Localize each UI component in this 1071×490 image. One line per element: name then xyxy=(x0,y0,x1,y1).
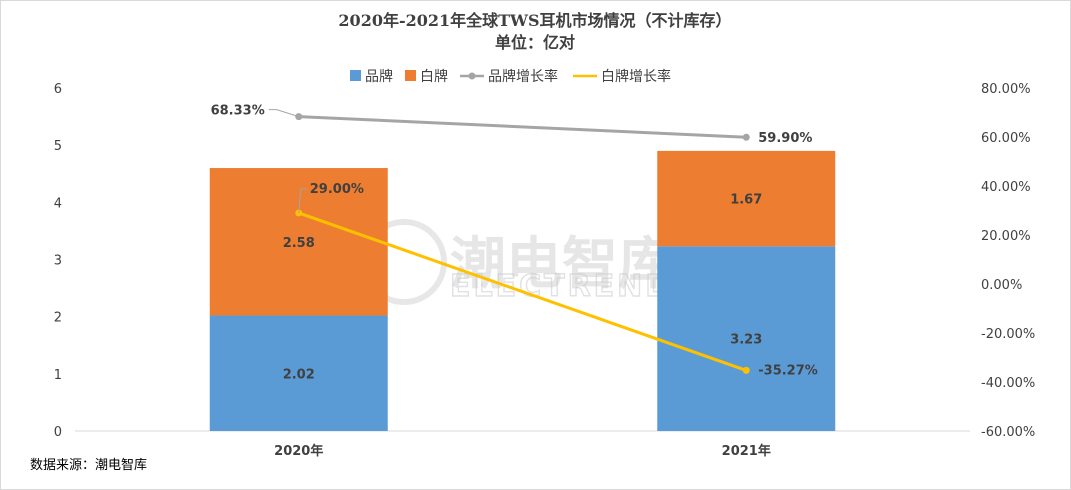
chart-subtitle: 单位：亿对 xyxy=(495,33,575,52)
source-note: 数据来源：潮电智库 xyxy=(30,457,147,473)
bar-品牌 xyxy=(209,315,388,431)
line-value-label: 59.90% xyxy=(758,131,812,146)
leader-line xyxy=(268,109,299,118)
bar-品牌 xyxy=(657,246,836,431)
bar-白牌 xyxy=(657,150,836,247)
legend-swatch xyxy=(350,70,361,81)
leader-line xyxy=(298,188,307,213)
x-tick-label: 2021年 xyxy=(722,443,771,459)
legend-marker xyxy=(468,72,476,80)
chart-title: 2020年-2021年全球TWS耳机市场情况（不计库存） xyxy=(338,11,731,30)
y2-tick-label: 40.00% xyxy=(981,180,1031,195)
y2-tick-label: 60.00% xyxy=(981,131,1031,146)
bars xyxy=(209,150,836,431)
bar-白牌 xyxy=(209,168,388,316)
legend-swatch xyxy=(405,70,416,81)
y2-tick-label: -60.00% xyxy=(981,425,1035,440)
legend-label: 白牌增长率 xyxy=(601,68,671,85)
bar-value-label: 2.58 xyxy=(283,236,315,251)
y2-tick-label: 20.00% xyxy=(981,229,1031,244)
legend-label: 品牌 xyxy=(365,68,393,85)
y-tick-label: 1 xyxy=(54,368,62,383)
legend-label: 品牌增长率 xyxy=(488,68,558,85)
y-tick-label: 4 xyxy=(54,196,62,211)
y2-tick-label: 0.00% xyxy=(981,278,1022,293)
line-point xyxy=(742,133,750,141)
y-tick-label: 3 xyxy=(54,254,62,269)
y2-tick-label: 80.00% xyxy=(981,82,1031,97)
y-tick-label: 2 xyxy=(54,311,62,326)
y2-tick-label: -20.00% xyxy=(981,327,1035,342)
line-白牌增长率 xyxy=(298,211,747,372)
x-tick-label: 2020年 xyxy=(274,443,323,459)
legend-label: 白牌 xyxy=(420,68,448,85)
line-value-label: -35.27% xyxy=(758,363,818,378)
legend: 品牌 白牌 品牌增长率 白牌增长率 xyxy=(350,68,671,85)
bar-value-label: 3.23 xyxy=(730,333,762,348)
bar-value-label: 1.67 xyxy=(730,193,762,208)
y-tick-label: 0 xyxy=(54,425,62,440)
y-tick-label: 6 xyxy=(54,82,62,97)
bar-value-label: 2.02 xyxy=(283,367,315,382)
line-品牌增长率 xyxy=(298,115,747,139)
y-tick-label: 5 xyxy=(54,139,62,154)
y2-tick-label: -40.00% xyxy=(981,376,1035,391)
line-value-label: 68.33% xyxy=(211,104,265,119)
data-labels: 2.02 2.58 3.23 1.67 68.33% 59.90% 29.00% -35.27… xyxy=(211,104,818,383)
line-point xyxy=(742,366,750,374)
line-value-label: 29.00% xyxy=(310,182,364,197)
watermark-cn: 潮电智库 xyxy=(450,232,674,297)
